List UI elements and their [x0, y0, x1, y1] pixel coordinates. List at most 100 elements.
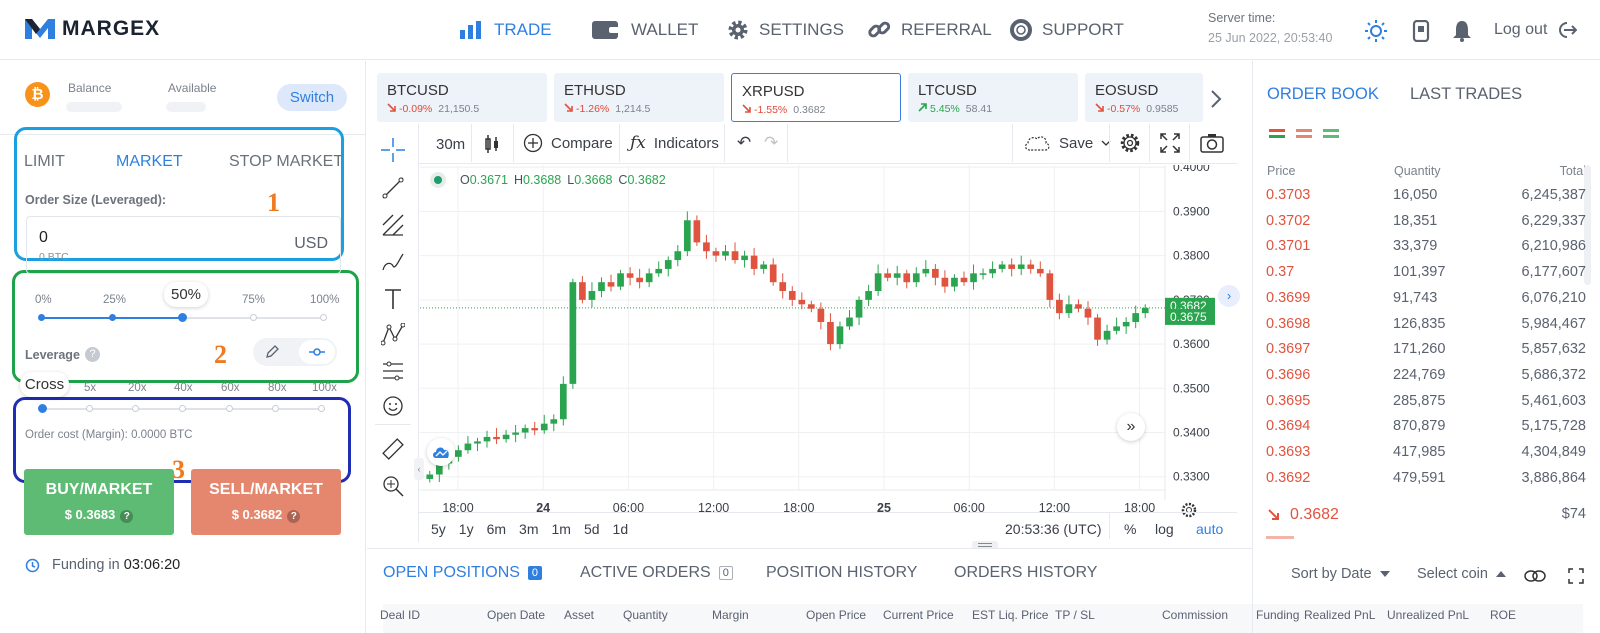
tab-open-positions[interactable]: OPEN POSITIONS 0: [383, 564, 543, 582]
nav-settings[interactable]: SETTINGS: [727, 0, 844, 60]
ticker-btcusd[interactable]: BTCUSD -0.09% 21,150.5: [377, 73, 547, 122]
undo-icon[interactable]: ↶: [737, 133, 752, 152]
period-3m[interactable]: 3m: [519, 521, 539, 537]
tab-stop-market[interactable]: STOP MARKET: [229, 153, 344, 170]
leverage-20x[interactable]: 20x: [128, 382, 147, 394]
tab-last-trades[interactable]: LAST TRADES: [1410, 85, 1523, 103]
trend-line-icon[interactable]: [381, 176, 405, 200]
slider-dot[interactable]: [226, 405, 233, 412]
prediction-icon[interactable]: [381, 359, 405, 383]
column-header[interactable]: Current Price: [883, 608, 954, 622]
leverage-80x[interactable]: 80x: [268, 382, 287, 394]
column-header[interactable]: Deal ID: [380, 608, 421, 622]
slider-dot[interactable]: [272, 405, 279, 412]
column-header[interactable]: Realized PnL: [1304, 608, 1376, 622]
help-icon[interactable]: ?: [287, 510, 301, 523]
camera-icon[interactable]: [1200, 133, 1224, 153]
column-header[interactable]: ROE: [1490, 608, 1517, 622]
tab-active-orders[interactable]: ACTIVE ORDERS 0: [580, 564, 733, 582]
crosshair-icon[interactable]: [381, 138, 405, 162]
slider-dot[interactable]: [250, 314, 257, 321]
auto-scale-toggle[interactable]: auto: [1196, 521, 1224, 537]
sort-dropdown[interactable]: Sort by Date: [1291, 566, 1390, 582]
slider-dot[interactable]: [109, 314, 116, 321]
pct-75[interactable]: 75%: [242, 294, 266, 306]
collapse-toolbar-handle[interactable]: ‹: [414, 458, 424, 480]
slider-dot[interactable]: [318, 405, 325, 412]
order-size-input[interactable]: 0 0 BTC USD: [26, 216, 341, 274]
period-5d[interactable]: 5d: [583, 521, 600, 537]
column-header[interactable]: TP / SL: [1055, 608, 1095, 622]
column-header[interactable]: EST Liq. Price: [972, 608, 1049, 622]
tab-limit[interactable]: LIMIT: [24, 153, 65, 170]
pct-0[interactable]: 0%: [35, 294, 52, 306]
column-header[interactable]: Quantity: [623, 608, 668, 622]
period-1m[interactable]: 1m: [551, 521, 571, 537]
leverage-cross-selected[interactable]: Cross: [20, 372, 69, 397]
switch-button[interactable]: Switch: [277, 84, 347, 111]
percent-scale-toggle[interactable]: %: [1124, 521, 1137, 537]
chevron-right-icon[interactable]: [1210, 89, 1222, 109]
period-1d[interactable]: 1d: [612, 521, 629, 537]
slider-dot[interactable]: [179, 405, 186, 412]
leverage-mode-toggle[interactable]: [253, 338, 337, 366]
buy-market-button[interactable]: BUY/MARKET $ 0.3683?: [24, 469, 174, 535]
utc-clock[interactable]: 20:53:36 (UTC): [1005, 521, 1102, 537]
column-header[interactable]: Funding: [1256, 608, 1300, 622]
nav-wallet[interactable]: WALLET: [591, 0, 698, 60]
series-visibility-icon[interactable]: [430, 172, 446, 188]
column-header[interactable]: Asset: [564, 608, 595, 622]
columns-toggle-icon[interactable]: [1524, 569, 1546, 583]
book-both-icon[interactable]: [1269, 129, 1285, 139]
brush-icon[interactable]: [381, 250, 405, 274]
help-icon[interactable]: ?: [120, 510, 134, 523]
compare-button[interactable]: Compare: [523, 133, 613, 153]
emoji-icon[interactable]: [381, 394, 405, 418]
text-tool-icon[interactable]: [381, 287, 405, 311]
slider-dot[interactable]: [86, 405, 93, 412]
nav-referral[interactable]: REFERRAL: [867, 0, 992, 60]
sell-market-button[interactable]: SELL/MARKET $ 0.3682?: [191, 469, 341, 535]
brand-logo[interactable]: MARGEX: [24, 16, 160, 42]
fib-icon[interactable]: [381, 213, 405, 237]
tab-market[interactable]: MARKET: [116, 153, 183, 170]
leverage-60x[interactable]: 60x: [221, 382, 240, 394]
column-header[interactable]: Unrealized PnL: [1387, 608, 1470, 622]
column-header[interactable]: Open Price: [806, 608, 867, 622]
leverage-5x[interactable]: 5x: [84, 382, 97, 394]
pencil-icon[interactable]: [265, 345, 279, 359]
tradingview-logo[interactable]: [427, 438, 455, 466]
ticker-ethusd[interactable]: ETHUSD -1.26% 1,214.5: [554, 73, 724, 122]
tab-position-history[interactable]: POSITION HISTORY: [766, 564, 918, 581]
interval-button[interactable]: 30m: [436, 136, 466, 153]
period-1y[interactable]: 1y: [458, 521, 474, 537]
pct-100[interactable]: 100%: [310, 294, 340, 306]
pct-50-selected[interactable]: 50%: [164, 282, 208, 307]
pct-25[interactable]: 25%: [103, 294, 127, 306]
column-header[interactable]: Margin: [712, 608, 749, 622]
ticker-ltcusd[interactable]: LTCUSD 5.45% 58.41: [908, 73, 1078, 122]
bell-icon[interactable]: [1452, 20, 1472, 42]
expand-icon[interactable]: [1568, 568, 1584, 584]
slider-mode-active[interactable]: [299, 340, 335, 364]
price-chart[interactable]: 0.40000.39000.38000.37000.36000.35000.34…: [420, 165, 1250, 535]
nav-trade[interactable]: TRADE: [460, 0, 552, 60]
slider-dot[interactable]: [38, 314, 45, 321]
pattern-icon[interactable]: [381, 323, 405, 347]
ruler-icon[interactable]: [381, 437, 405, 461]
tab-order-book[interactable]: ORDER BOOK: [1267, 85, 1379, 103]
select-coin-dropdown[interactable]: Select coin: [1417, 566, 1506, 582]
slider-handle[interactable]: [178, 313, 187, 322]
resize-handle[interactable]: [972, 541, 998, 549]
mobile-icon[interactable]: [1412, 20, 1430, 42]
zoom-in-icon[interactable]: [381, 474, 405, 498]
nav-support[interactable]: SUPPORT: [1010, 0, 1124, 60]
ticker-eosusd[interactable]: EOSUSD -0.57% 0.9585: [1085, 73, 1203, 122]
fullscreen-icon[interactable]: [1159, 132, 1181, 154]
logout-button[interactable]: Log out: [1494, 20, 1578, 40]
period-5y[interactable]: 5y: [431, 521, 446, 537]
slider-dot[interactable]: [132, 405, 139, 412]
save-button[interactable]: Save: [1023, 134, 1111, 152]
slider-dot[interactable]: [320, 314, 327, 321]
leverage-40x[interactable]: 40x: [174, 382, 193, 394]
